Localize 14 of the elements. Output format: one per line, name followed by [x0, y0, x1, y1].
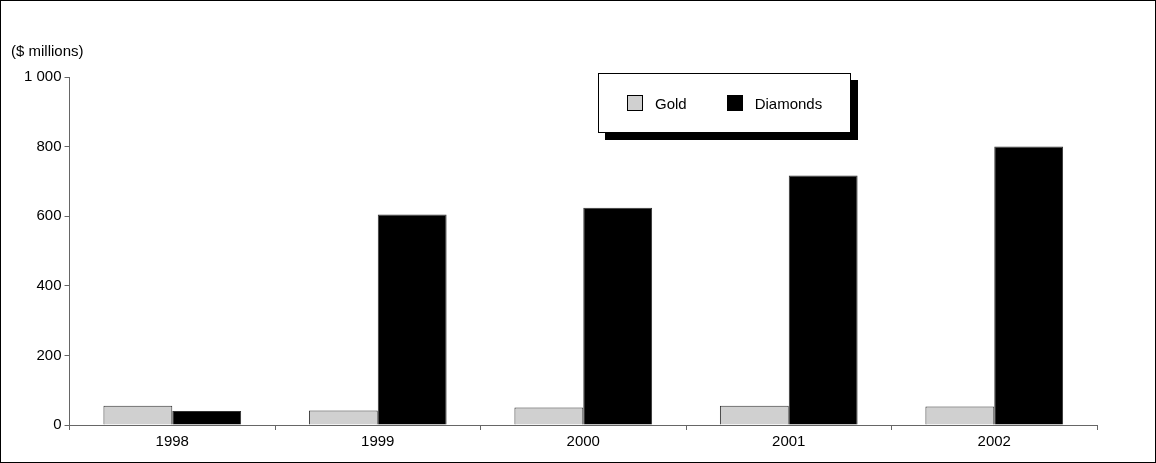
x-tick-label: 2002	[977, 432, 1011, 450]
x-tick-label: 2001	[772, 432, 806, 450]
legend-label: Gold	[655, 94, 687, 112]
y-tick-label: 800	[36, 136, 62, 154]
y-axis-title: ($ millions)	[11, 42, 84, 59]
x-tick-label: 1999	[361, 432, 395, 450]
y-tick-label: 600	[36, 206, 62, 224]
x-tick-label: 1998	[155, 432, 189, 450]
x-tick-label: 2000	[566, 432, 600, 450]
y-tick-label: 200	[36, 345, 62, 363]
legend-label: Diamonds	[754, 94, 823, 112]
y-tick-label: 0	[53, 415, 62, 433]
y-tick-label: 400	[36, 275, 62, 293]
y-tick-label: 1 000	[23, 67, 62, 85]
